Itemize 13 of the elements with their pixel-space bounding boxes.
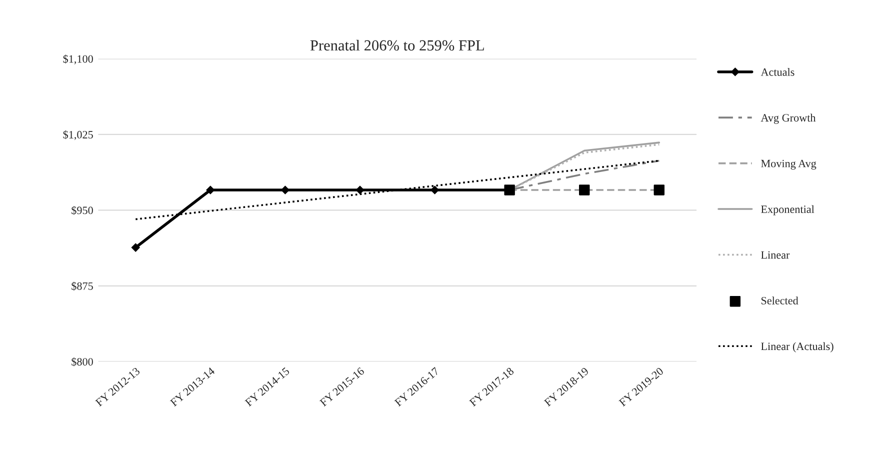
legend-label: Selected — [761, 296, 798, 304]
legend-label: Exponential — [761, 205, 814, 216]
legend-label: Avg Growth — [760, 114, 816, 124]
y-tick-label: $800 — [72, 357, 93, 366]
y-tick-label: $1,100 — [63, 54, 93, 64]
y-tick-label: $950 — [72, 206, 93, 215]
y-tick-label: $875 — [72, 282, 93, 291]
legend-label: Moving Avg — [761, 160, 816, 170]
legend-label: Linear — [761, 251, 790, 259]
y-tick-label: $1,025 — [63, 130, 93, 140]
legend-label: Linear (Actuals) — [761, 342, 834, 352]
chart-title: Prenatal 206% to 259% FPL — [310, 40, 484, 51]
legend-label: Actuals — [760, 68, 794, 76]
